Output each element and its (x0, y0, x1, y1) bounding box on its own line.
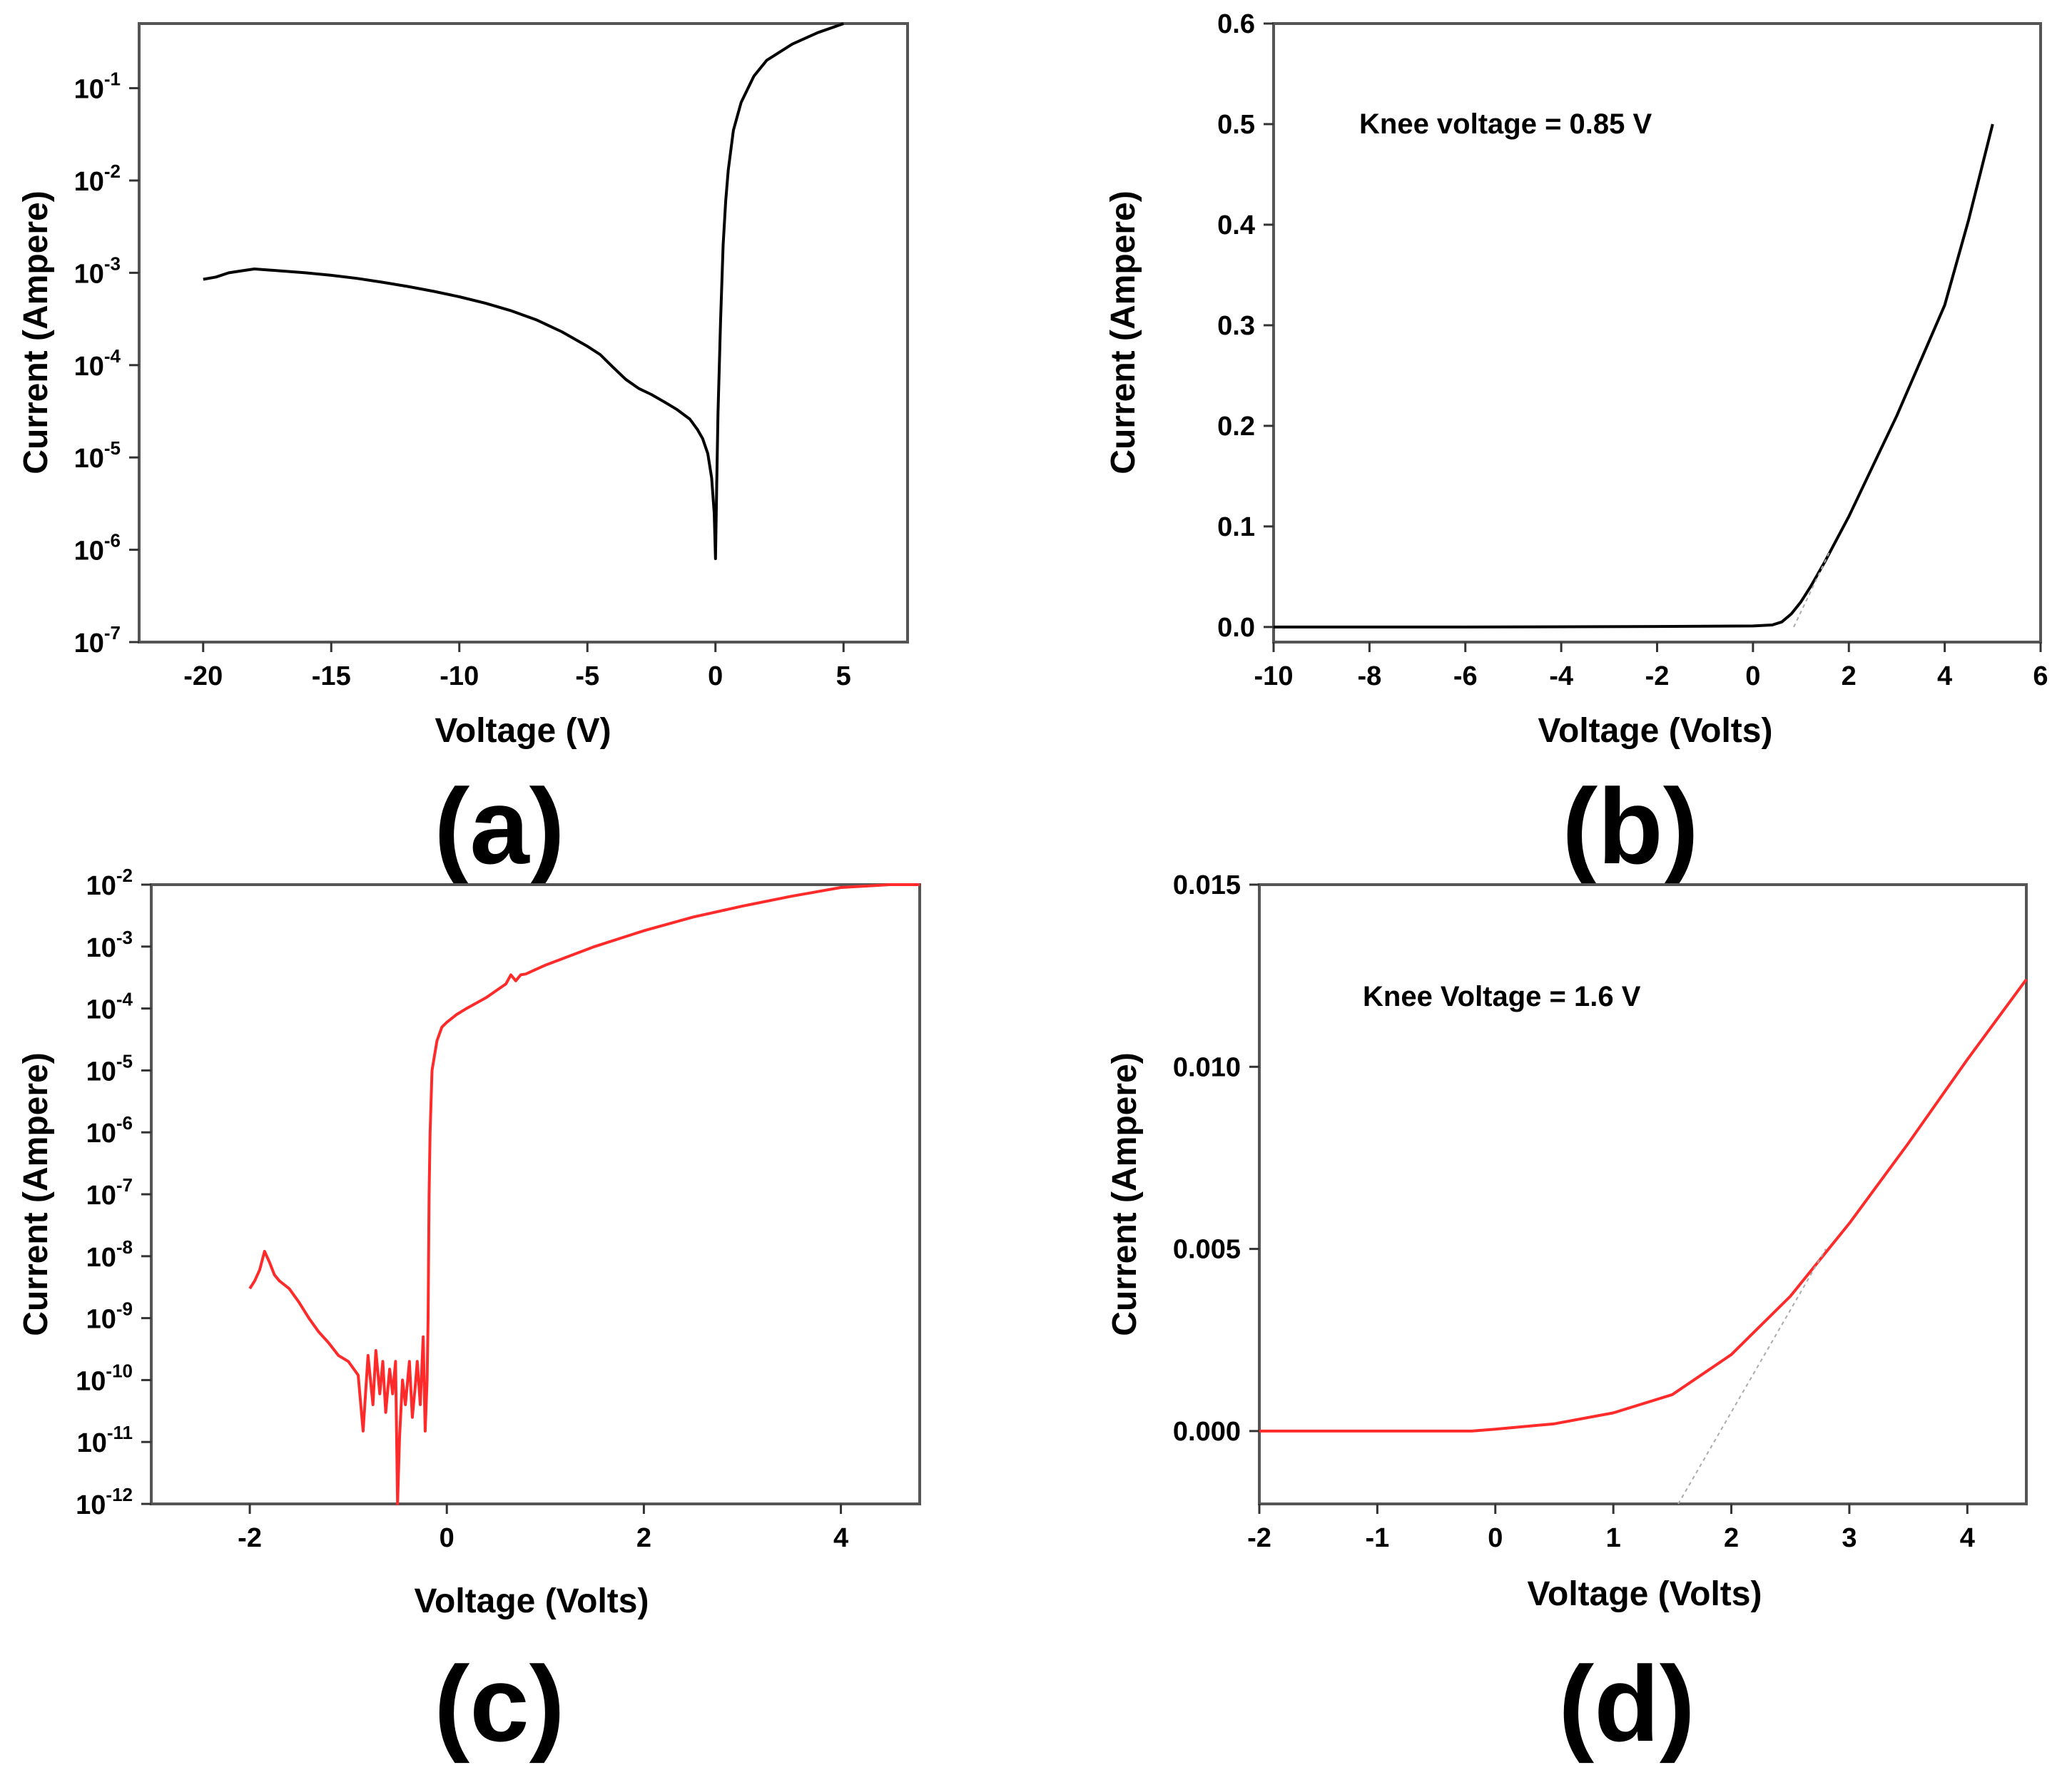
chart-c-series-curve (248, 883, 920, 1505)
chart-a-x-ticks: -20 -15 -10 -5 0 5 (183, 642, 851, 691)
chart-a-series-curve (203, 22, 844, 561)
chart-d-xlabel: Voltage (Volts) (1528, 1575, 1762, 1613)
chart-b-xtick-label-7: 4 (1937, 661, 1952, 691)
chart-a-ytick-label-3: 10-4 (74, 345, 121, 382)
chart-b-xtick-label-1: -8 (1357, 661, 1381, 691)
chart-d-panel-label: (d) (1558, 1644, 1695, 1764)
chart-a-xlabel: Voltage (V) (435, 712, 611, 750)
chart-a-ytick-label-5: 10-2 (74, 161, 121, 197)
chart-c-series (248, 883, 920, 1505)
chart-b-x-ticks: -10 -8 -6 -4 -2 0 2 4 6 (1254, 642, 2048, 691)
chart-a-xtick-label-1: -15 (312, 661, 351, 691)
chart-b-xtick-label-3: -4 (1549, 661, 1573, 691)
chart-d-xtick-label-2: 0 (1488, 1523, 1503, 1553)
chart-b-panel-label: (b) (1562, 766, 1699, 886)
chart-b-annotation: Knee voltage = 0.85 V (1359, 108, 1652, 140)
chart-c-ytick-label-9: 10-3 (86, 927, 133, 963)
chart-a-xtick-label-0: -20 (183, 661, 223, 691)
chart-c-ytick-label-1: 10-11 (77, 1422, 133, 1458)
chart-b-xtick-label-8: 6 (2033, 661, 2048, 691)
chart-b-ylabel: Current (Ampere) (1104, 190, 1142, 474)
chart-a-ytick-label-2: 10-5 (74, 437, 121, 474)
chart-d: -2 -1 0 1 2 3 4 0.000 0.005 0.010 0.015 Knee Volt… (1106, 870, 2028, 1764)
chart-d-series-curve (1259, 978, 2028, 1433)
chart-d-xtick-label-5: 3 (1842, 1523, 1857, 1553)
chart-d-series (1259, 978, 2028, 1505)
chart-b: -10 -8 -6 -4 -2 0 2 4 6 0.0 0.1 0.2 0.3 0.4 0.5 0.6 Kn… (1104, 9, 2048, 886)
chart-c-ytick-label-8: 10-4 (86, 989, 133, 1025)
chart-a-ytick-label-4: 10-3 (74, 253, 121, 289)
chart-d-x-ticks: -2 -1 0 1 2 3 4 (1247, 1504, 1975, 1553)
chart-d-xtick-label-4: 2 (1724, 1523, 1739, 1553)
chart-c-x-ticks: -2 0 2 4 (238, 1504, 848, 1553)
chart-c-xtick-label-3: 4 (833, 1523, 848, 1553)
chart-c-ytick-label-10: 10-2 (86, 865, 133, 901)
chart-d-xtick-label-1: -1 (1365, 1523, 1389, 1553)
chart-a-series (203, 22, 844, 561)
chart-b-ytick-label-3: 0.3 (1217, 311, 1255, 341)
chart-b-xlabel: Voltage (Volts) (1538, 712, 1773, 750)
chart-c-ytick-label-2: 10-10 (76, 1360, 133, 1396)
chart-a-xtick-label-4: 0 (708, 661, 723, 691)
chart-c-ytick-label-3: 10-9 (86, 1298, 133, 1335)
chart-c-panel-label: (c) (434, 1644, 564, 1764)
chart-a-xtick-label-3: -5 (575, 661, 599, 691)
chart-b-ytick-label-0: 0.0 (1217, 613, 1255, 643)
chart-b-xtick-label-0: -10 (1254, 661, 1294, 691)
chart-c-y-ticks: 10-12 10-11 10-10 10-9 10-8 10-7 10-6 10-5 10-4 1… (76, 865, 151, 1520)
chart-d-ylabel: Current (Ampere) (1106, 1052, 1144, 1336)
chart-d-xtick-label-0: -2 (1247, 1523, 1271, 1553)
chart-b-xtick-label-2: -6 (1453, 661, 1478, 691)
chart-d-frame (1258, 883, 2028, 1505)
chart-d-ytick-label-2: 0.010 (1173, 1052, 1241, 1082)
chart-d-ytick-label-3: 0.015 (1173, 870, 1241, 900)
chart-b-ytick-label-6: 0.6 (1217, 9, 1255, 39)
chart-a: -20 -15 -10 -5 0 5 10-710-610-510-410-310-210… (17, 22, 909, 886)
chart-c-ytick-label-6: 10-6 (86, 1112, 133, 1149)
chart-b-y-ticks: 0.0 0.1 0.2 0.3 0.4 0.5 0.6 (1217, 9, 1274, 643)
chart-c-ytick-label-7: 10-5 (86, 1050, 133, 1087)
chart-c-ytick-label-0: 10-12 (76, 1484, 133, 1520)
chart-a-y-ticks: 10-7 10-6 10-5 10-4 10-3 10-2 10-1 (74, 68, 139, 658)
chart-d-xtick-label-6: 4 (1960, 1523, 1975, 1553)
chart-b-ytick-label-5: 0.5 (1217, 110, 1255, 140)
chart-a-frame (138, 22, 909, 644)
chart-d-series-fit (1677, 1249, 1827, 1505)
chart-d-ytick-label-0: 0.000 (1173, 1417, 1241, 1447)
chart-c: -2 0 2 4 10-1210-1110-1010-910-810-710-610-… (17, 865, 921, 1764)
chart-a-panel-label: (a) (434, 766, 564, 886)
chart-a-xtick-label-2: -10 (440, 661, 479, 691)
chart-c-xtick-label-0: -2 (238, 1523, 262, 1553)
chart-c-xtick-label-1: 0 (440, 1523, 454, 1553)
chart-b-series (1274, 123, 1994, 629)
chart-c-ytick-label-5: 10-7 (86, 1174, 133, 1211)
chart-b-series-curve (1274, 123, 1994, 629)
chart-c-xtick-label-2: 2 (636, 1523, 651, 1553)
chart-d-xtick-label-3: 1 (1606, 1523, 1621, 1553)
chart-b-xtick-label-5: 0 (1745, 661, 1760, 691)
chart-a-ytick-label-1: 10-6 (74, 530, 121, 566)
chart-d-ytick-label-1: 0.005 (1173, 1235, 1241, 1265)
chart-d-y-ticks: 0.000 0.005 0.010 0.015 (1173, 870, 1259, 1447)
chart-d-annotation: Knee Voltage = 1.6 V (1363, 981, 1641, 1012)
chart-a-ytick-label-0: 10-7 (74, 622, 121, 658)
chart-b-xtick-label-6: 2 (1842, 661, 1857, 691)
chart-c-frame (150, 883, 921, 1505)
chart-a-ytick-label-6: 10-1 (74, 68, 121, 105)
chart-a-ylabel: Current (Ampere) (17, 190, 55, 474)
chart-a-xtick-label-5: 5 (836, 661, 851, 691)
chart-b-xtick-label-4: -2 (1645, 661, 1670, 691)
chart-b-ytick-label-2: 0.2 (1217, 412, 1255, 442)
chart-c-ytick-label-4: 10-8 (86, 1236, 133, 1273)
chart-b-ytick-label-1: 0.1 (1217, 512, 1255, 542)
chart-b-ytick-label-4: 0.4 (1217, 210, 1255, 240)
chart-c-ylabel: Current (Ampere) (17, 1052, 55, 1336)
chart-c-xlabel: Voltage (Volts) (415, 1582, 649, 1620)
